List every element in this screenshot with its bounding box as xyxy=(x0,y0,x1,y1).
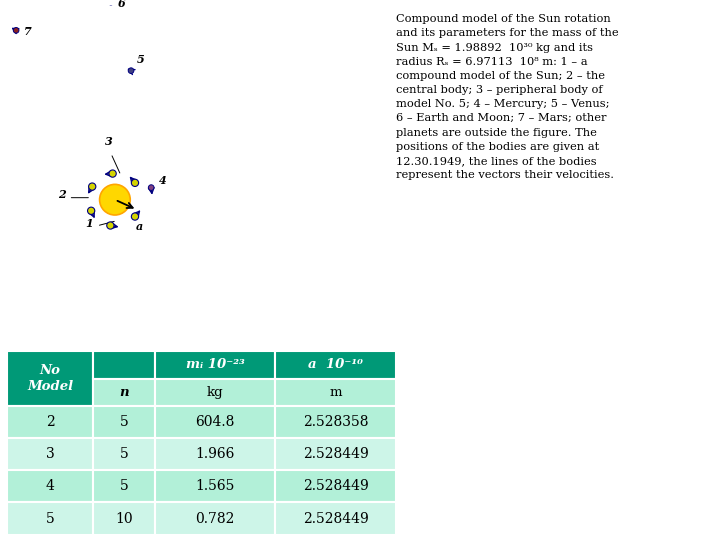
Bar xyxy=(93,470,155,502)
Text: 2.528449: 2.528449 xyxy=(303,511,369,525)
Text: 1: 1 xyxy=(85,218,93,229)
Bar xyxy=(93,438,155,470)
Text: 5: 5 xyxy=(45,511,54,525)
Text: 3: 3 xyxy=(45,447,54,461)
Text: 2: 2 xyxy=(45,415,54,429)
Bar xyxy=(276,502,396,535)
Text: 5: 5 xyxy=(120,480,128,494)
Circle shape xyxy=(108,0,114,5)
Bar xyxy=(7,470,93,502)
Bar xyxy=(93,406,155,438)
Text: 2.528358: 2.528358 xyxy=(303,415,369,429)
Text: 6: 6 xyxy=(118,0,126,9)
Text: 7: 7 xyxy=(23,26,31,37)
Circle shape xyxy=(131,213,139,220)
Bar xyxy=(155,351,276,379)
Circle shape xyxy=(109,170,116,177)
Text: 3: 3 xyxy=(105,136,113,147)
Circle shape xyxy=(148,185,154,191)
Text: a: a xyxy=(135,221,143,232)
Bar xyxy=(93,351,155,379)
Bar xyxy=(7,502,93,535)
Text: 1.565: 1.565 xyxy=(196,480,235,494)
Circle shape xyxy=(99,184,130,215)
Text: 4: 4 xyxy=(158,176,166,186)
Bar xyxy=(93,379,155,406)
Bar xyxy=(276,470,396,502)
Bar xyxy=(155,502,276,535)
Text: 604.8: 604.8 xyxy=(196,415,235,429)
Circle shape xyxy=(89,183,96,190)
Bar xyxy=(155,438,276,470)
Text: 2: 2 xyxy=(58,188,66,200)
Text: kg: kg xyxy=(207,386,223,399)
Bar xyxy=(93,502,155,535)
Bar xyxy=(276,406,396,438)
Circle shape xyxy=(107,222,114,229)
Bar xyxy=(276,379,396,406)
Text: 5: 5 xyxy=(120,415,128,429)
Bar xyxy=(276,351,396,379)
Text: Compound model of the Sun rotation
and its parameters for the mass of the
Sun Mₛ: Compound model of the Sun rotation and i… xyxy=(396,14,618,180)
Text: 5: 5 xyxy=(137,55,145,65)
Text: m: m xyxy=(330,386,342,399)
Bar xyxy=(155,406,276,438)
Bar xyxy=(155,470,276,502)
Bar xyxy=(155,379,276,406)
Text: a  10⁻¹⁰: a 10⁻¹⁰ xyxy=(308,358,363,372)
Text: 4: 4 xyxy=(45,480,55,494)
Circle shape xyxy=(128,68,134,73)
Circle shape xyxy=(88,207,95,214)
Bar xyxy=(7,438,93,470)
Text: 2.528449: 2.528449 xyxy=(303,447,369,461)
Text: No
Model: No Model xyxy=(27,364,73,393)
Text: 0.782: 0.782 xyxy=(196,511,235,525)
Text: 2.528449: 2.528449 xyxy=(303,480,369,494)
Bar xyxy=(7,406,93,438)
Text: n: n xyxy=(119,386,129,399)
Bar xyxy=(7,351,93,406)
Text: 1.966: 1.966 xyxy=(196,447,235,461)
Text: mᵢ 10⁻²³: mᵢ 10⁻²³ xyxy=(186,358,245,372)
Circle shape xyxy=(131,179,139,186)
Text: 5: 5 xyxy=(120,447,128,461)
Circle shape xyxy=(13,28,19,33)
Text: 10: 10 xyxy=(115,511,132,525)
Bar xyxy=(276,438,396,470)
